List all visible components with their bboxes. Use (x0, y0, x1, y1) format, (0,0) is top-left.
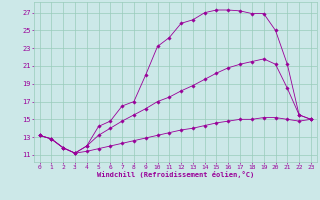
X-axis label: Windchill (Refroidissement éolien,°C): Windchill (Refroidissement éolien,°C) (97, 171, 254, 178)
